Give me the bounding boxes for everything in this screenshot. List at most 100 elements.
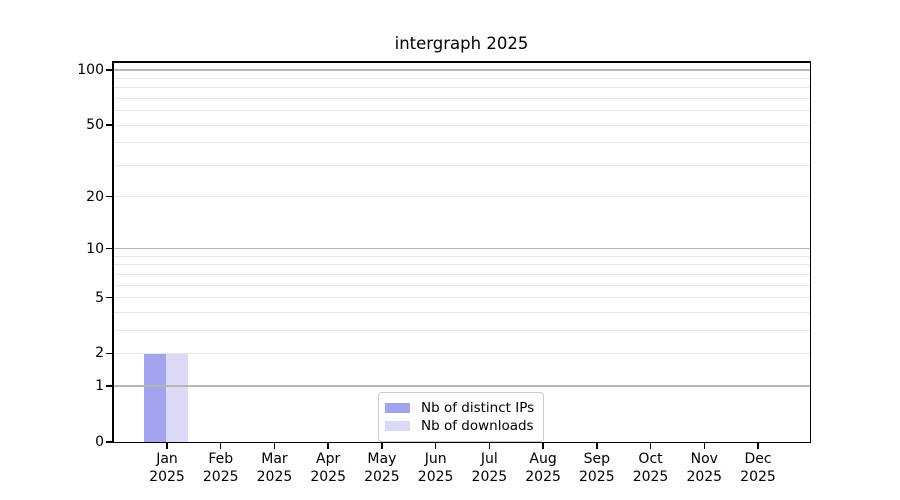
month-name: Nov: [690, 451, 718, 467]
x-tick-label-apr: Apr 2025: [296, 451, 360, 486]
x-tick-label-may: May 2025: [350, 451, 414, 486]
x-tick-label-oct: Oct 2025: [619, 451, 683, 486]
x-tick-jan: [166, 442, 168, 449]
y-tick-50: [106, 124, 113, 126]
gridline-minor-4: [113, 311, 810, 313]
month-year: 2025: [578, 468, 615, 485]
x-tick-label-aug: Aug 2025: [511, 451, 575, 486]
y-tick-label-50: 50: [86, 117, 104, 134]
x-tick-feb: [219, 442, 222, 449]
plot-border-top: [112, 61, 811, 63]
month-year: 2025: [525, 468, 561, 485]
x-tick-label-dec: Dec 2025: [726, 451, 790, 486]
bars-layer: [113, 62, 810, 442]
y-tick-label-0: 0: [95, 434, 104, 450]
x-tick-mar: [273, 442, 276, 449]
legend-item-downloads: Nb of downloads: [385, 417, 537, 435]
gridline-major-10: [113, 248, 810, 250]
month-name: Jan: [156, 451, 178, 467]
gridline-minor-9: [113, 255, 810, 257]
x-tick-dec: [757, 442, 759, 449]
y-tick-label-100: 100: [77, 62, 104, 78]
y-tick-label-10: 10: [86, 240, 104, 257]
gridline-minor-30: [113, 164, 810, 166]
month-name: Dec: [744, 451, 772, 467]
x-tick-label-jan: Jan 2025: [135, 451, 199, 486]
y-tick-label-1: 1: [95, 378, 104, 395]
plot-border-right: [809, 61, 811, 443]
month-name: Mar: [261, 451, 288, 467]
x-axis-line: [112, 441, 811, 443]
y-tick-label-5: 5: [95, 289, 104, 306]
gridline-major-100: [113, 69, 810, 71]
y-tick-label-2: 2: [95, 345, 104, 362]
legend-label-distinct-ips: Nb of distinct IPs: [421, 400, 535, 416]
legend-swatch-distinct-ips: [385, 403, 410, 413]
chart-title: intergraph 2025: [394, 34, 529, 53]
grid-layer: [113, 62, 810, 442]
gridline-minor-3: [113, 329, 810, 331]
x-tick-label-mar: Mar 2025: [242, 451, 306, 486]
legend-label-downloads: Nb of downloads: [421, 418, 534, 434]
legend: Nb of distinct IPs Nb of downloads: [378, 392, 544, 442]
month-year: 2025: [364, 468, 400, 485]
month-name: Aug: [529, 451, 557, 467]
month-year: 2025: [256, 468, 293, 485]
month-name: May: [367, 451, 397, 467]
legend-item-distinct-ips: Nb of distinct IPs: [385, 399, 537, 417]
y-tick-100: [106, 69, 113, 71]
x-tick-label-sep: Sep 2025: [565, 451, 629, 486]
legend-swatch-downloads: [385, 421, 410, 431]
month-year: 2025: [417, 468, 454, 485]
gridline-major-1: [113, 385, 810, 387]
gridline-minor-2: [113, 352, 810, 354]
y-axis-line: [112, 61, 114, 443]
x-tick-apr: [327, 442, 329, 449]
bar-nb-of-distinct-ips-jan: [144, 353, 166, 442]
month-year: 2025: [310, 468, 346, 485]
month-year: 2025: [471, 468, 508, 485]
y-tick-20: [106, 195, 113, 198]
plot-area: [106, 61, 811, 449]
ticks-layer: [106, 62, 810, 449]
y-tick-label-20: 20: [86, 188, 104, 205]
y-tick-5: [106, 296, 113, 299]
month-name: Sep: [583, 451, 610, 467]
month-name: Jul: [480, 451, 498, 467]
month-year: 2025: [632, 468, 669, 485]
gridline-minor-80: [113, 87, 810, 89]
y-tick-10: [106, 247, 113, 250]
x-tick-label-feb: Feb 2025: [189, 451, 253, 486]
x-tick-jun: [434, 442, 437, 449]
y-tick-2: [106, 352, 113, 355]
month-year: 2025: [149, 468, 185, 485]
gridline-minor-90: [113, 77, 810, 79]
month-name: Jun: [424, 451, 447, 467]
x-tick-label-jun: Jun 2025: [404, 451, 468, 486]
month-year: 2025: [740, 468, 776, 485]
month-year: 2025: [202, 468, 239, 485]
x-tick-jul: [488, 442, 491, 449]
y-tick-0: [106, 441, 113, 443]
gridline-minor-50: [113, 124, 810, 126]
x-tick-may: [381, 442, 383, 449]
gridline-minor-70: [113, 97, 810, 99]
gridline-minor-40: [113, 142, 810, 144]
bar-nb-of-downloads-jan: [166, 353, 188, 442]
month-year: 2025: [686, 468, 723, 485]
gridline-minor-7: [113, 273, 810, 275]
gridline-minor-8: [113, 264, 810, 266]
x-tick-nov: [703, 442, 706, 449]
month-name: Feb: [208, 451, 234, 467]
gridline-minor-5: [113, 297, 810, 299]
gridline-minor-6: [113, 284, 810, 286]
month-name: Oct: [638, 451, 663, 467]
gridline-minor-60: [113, 110, 810, 112]
y-tick-1: [106, 385, 113, 387]
month-name: Apr: [316, 451, 341, 467]
x-tick-aug: [542, 442, 544, 449]
x-tick-label-nov: Nov 2025: [672, 451, 736, 486]
